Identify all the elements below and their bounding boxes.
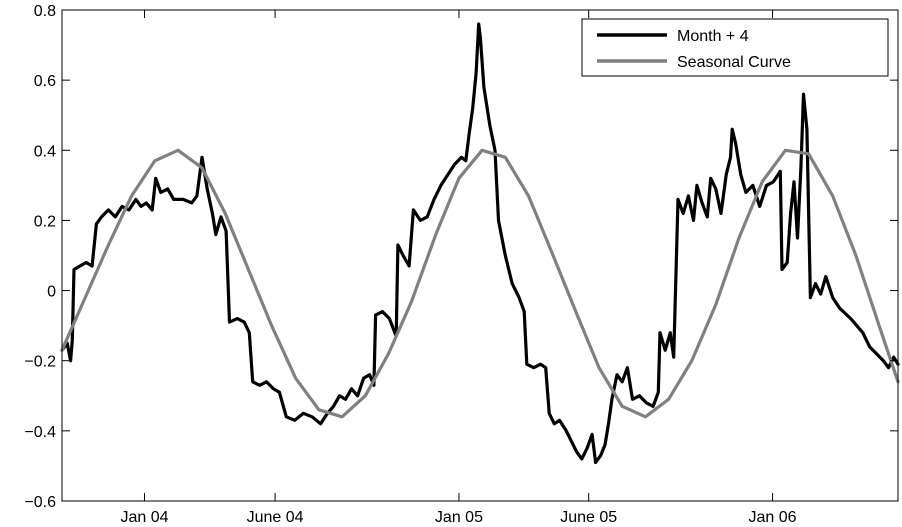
y-tick-label: 0.4 (34, 143, 56, 160)
y-tick-label: −0.4 (24, 424, 56, 441)
axis-layer: −0.6 −0.4 −0.2 0 0.2 0.4 0.6 0.8 Jan 04 June 04 Ja… (24, 3, 898, 526)
series-line-seasonal-curve (60, 148, 900, 419)
plot-frame (61, 9, 899, 502)
x-tick-label: Jan 06 (749, 509, 797, 526)
legend-label-seasonal-curve: Seasonal Curve (677, 54, 791, 71)
legend: Month + 4 Seasonal Curve (581, 18, 889, 77)
x-tick-label: Jan 05 (435, 509, 483, 526)
x-tick-label: June 04 (247, 509, 304, 526)
legend-label-month-plus-4: Month + 4 (677, 28, 749, 45)
x-tick-label: Jan 04 (120, 509, 168, 526)
series-line-month-4 (60, 22, 900, 464)
legend-box (581, 18, 889, 77)
y-tick-label: −0.2 (24, 354, 56, 371)
y-tick-label: −0.6 (24, 494, 56, 511)
y-tick-label: 0.8 (34, 3, 56, 20)
y-tick-label: 0 (47, 284, 56, 301)
x-tick-label: June 05 (560, 509, 617, 526)
y-tick-label: 0.6 (34, 73, 56, 90)
y-tick-label: 0.2 (34, 213, 56, 230)
series-layer (60, 22, 900, 464)
